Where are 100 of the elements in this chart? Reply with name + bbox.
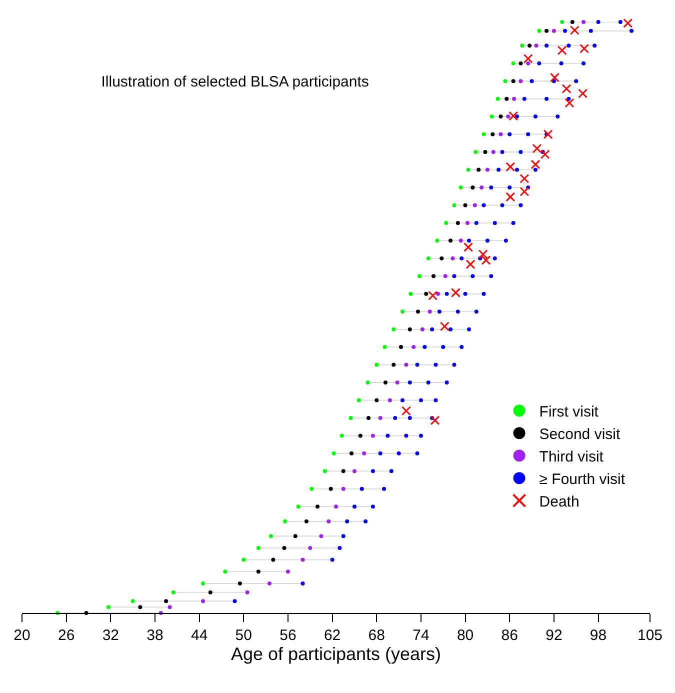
point [106,605,110,610]
point [564,98,574,108]
point [341,469,346,474]
point [378,416,382,420]
point [326,519,331,524]
point [400,310,404,314]
point [532,144,542,154]
point [382,345,387,350]
point [340,434,344,438]
legend-label: ≥ Fourth visit [539,470,626,488]
point [310,486,314,491]
point [426,256,430,260]
point [417,274,422,278]
point [201,599,206,604]
point [458,238,463,243]
point [440,322,450,332]
point [552,28,556,33]
point [544,28,549,33]
point [435,238,440,243]
x-tick-label: 38 [146,627,164,644]
x-tick-label: 74 [412,627,430,644]
point [523,54,533,64]
point [582,20,586,24]
point [623,18,633,28]
point [366,416,371,420]
point [478,250,488,260]
point [520,174,530,184]
point [498,114,503,119]
point [308,546,312,550]
point [428,310,432,314]
point [450,256,455,260]
point [374,362,379,367]
point [526,61,530,66]
point [496,96,500,101]
point [470,185,475,190]
point [356,398,361,402]
point [476,168,481,172]
x-tick-label: 56 [280,627,296,644]
point [518,79,523,84]
point [256,546,260,550]
point [164,599,168,604]
point [430,416,440,426]
point [358,434,362,438]
point [485,168,490,172]
point [374,398,379,402]
point [520,44,524,48]
point [404,362,408,367]
point [238,581,242,586]
point [464,242,473,252]
point [506,192,516,202]
point [578,88,588,98]
point [448,238,453,243]
x-tick-label: 44 [190,627,208,644]
x-axis-title: Age of participants (years) [230,644,442,664]
point [256,570,260,574]
legend-label: First visit [539,403,600,420]
point [283,519,288,524]
point [463,203,468,208]
point [384,380,388,385]
x-tick-label: 62 [324,627,341,644]
point [491,150,496,154]
point [490,114,494,119]
point [322,469,327,474]
x-tick-label: 50 [235,627,252,644]
point [440,256,444,260]
point [570,26,580,36]
point [296,504,300,509]
point [518,61,523,66]
point [436,292,440,296]
point [537,28,542,33]
point [503,79,508,84]
point [560,20,564,24]
point [520,186,530,196]
point [350,451,354,456]
point [201,581,206,586]
point [540,150,550,160]
point [395,380,400,385]
point [432,274,436,278]
point [268,581,272,586]
point [388,398,392,402]
point [466,260,476,270]
point [362,451,366,456]
point [458,185,463,190]
x-tick-label: 92 [546,627,562,644]
point [444,220,448,225]
legend-label: Second visit [539,426,621,443]
point [420,327,424,332]
point [557,46,567,56]
point [412,345,416,350]
point [271,558,276,562]
point [168,605,172,610]
point [550,72,560,82]
point [504,96,509,101]
point [352,469,356,474]
point [316,504,320,509]
point [328,486,333,491]
x-tick-label: 105 [637,627,663,644]
point [511,79,516,84]
point [208,590,212,594]
point [456,220,460,225]
